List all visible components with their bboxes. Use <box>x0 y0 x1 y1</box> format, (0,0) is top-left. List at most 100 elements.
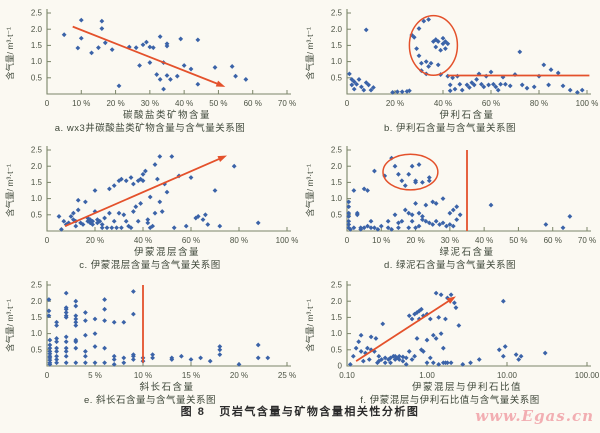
data-point <box>104 225 110 231</box>
data-point <box>54 353 59 359</box>
data-point <box>92 331 98 336</box>
data-point <box>346 204 352 210</box>
data-point <box>147 60 153 65</box>
data-point <box>518 353 524 359</box>
x-tick-label: 60 % <box>544 236 562 245</box>
data-point <box>161 86 166 92</box>
data-point <box>440 345 446 351</box>
data-point <box>346 210 352 216</box>
data-point <box>390 89 395 95</box>
subplot-e-chart: 0.5 1.0 1.5 2.0 2.5 0 5 % 10 % 15 % 20 % 25 % 含气量/ … <box>5 281 296 406</box>
data-point <box>433 336 439 341</box>
subplot-d-chart: 0.5 1.0 1.5 2.0 2.5 0 10 % 20 % 30 % 40 % 50 % 60 %… <box>305 146 596 271</box>
data-point <box>78 220 83 226</box>
data-point <box>402 207 408 213</box>
data-point <box>365 223 370 229</box>
data-point <box>396 353 402 359</box>
data-point <box>54 323 59 328</box>
x-tick-label: 40 % <box>434 99 452 108</box>
trend-arrow-head <box>217 155 227 163</box>
data-point <box>102 297 107 302</box>
subplot-a-chart: 0.5 1.0 1.5 2.0 2.5 0 10 % 20 % 30 % 40 % 50 % 60 %… <box>5 9 296 134</box>
data-point <box>119 225 124 231</box>
x-tick-label: 100 % <box>576 99 599 108</box>
axes: 0.5 1.0 1.5 2.0 2.5 0 20 % 40 % 60 % 80 % 100 % 含气量… <box>5 146 298 258</box>
data-point <box>95 220 100 226</box>
data-point <box>157 77 163 82</box>
data-point <box>567 87 573 93</box>
data-point <box>346 222 352 227</box>
axes: 0 0.5 1.0 1.5 2.0 2.5 0.10 1.00 10.00 100.00 含气量/ … <box>305 281 600 393</box>
data-point <box>502 344 508 349</box>
data-point <box>159 209 165 214</box>
data-point <box>133 204 139 210</box>
y-tick-label: 1.0 <box>31 194 43 203</box>
data-point <box>95 217 100 223</box>
data-point <box>150 45 156 51</box>
data-point <box>107 210 112 216</box>
y-tick-label: 1.5 <box>31 178 43 187</box>
annotations <box>72 25 226 87</box>
data-point <box>66 220 71 226</box>
y-tick-label: 1.5 <box>331 313 343 322</box>
data-point <box>188 66 194 72</box>
subplot-c-chart: 0.5 1.0 1.5 2.0 2.5 0 20 % 40 % 60 % 80 % 100 % 含气量… <box>5 146 298 271</box>
data-point <box>424 360 430 366</box>
x-tick-label: 60 % <box>182 236 200 245</box>
x-axis-title: 伊利石含量 <box>439 109 494 121</box>
y-axis-title: 含气量/ m³·t⁻¹ <box>5 299 15 352</box>
data-point <box>399 218 405 224</box>
data-point <box>351 225 357 231</box>
data-point <box>420 349 426 354</box>
x-tick-label: 0 <box>45 236 50 245</box>
data-point <box>420 214 425 219</box>
data-point <box>399 178 405 184</box>
annotations <box>64 155 227 227</box>
data-point <box>131 289 136 294</box>
data-point <box>402 183 408 189</box>
data-point <box>371 349 377 354</box>
data-point <box>358 226 364 232</box>
data-point <box>73 323 79 328</box>
data-point <box>368 218 374 224</box>
subplot-caption: f. 伊蒙混层与伊利石比值与含气量关系图 <box>360 394 539 406</box>
data-point <box>138 201 143 206</box>
data-point <box>231 163 237 169</box>
data-point <box>445 41 451 47</box>
y-tick-label: 0.5 <box>31 210 43 219</box>
highlight-ellipse <box>408 14 459 76</box>
data-point <box>365 345 370 351</box>
data-point <box>99 26 105 31</box>
data-point <box>456 323 462 328</box>
data-point <box>579 87 585 93</box>
data-point <box>212 188 218 193</box>
data-point <box>157 154 163 159</box>
data-point <box>440 196 446 201</box>
y-tick-label: 2.5 <box>31 9 43 18</box>
data-point <box>54 339 59 345</box>
data-point <box>73 313 79 319</box>
data-point <box>83 199 88 205</box>
x-tick-label: 10 % <box>72 99 90 108</box>
data-point <box>516 357 522 362</box>
x-tick-label: 20 % <box>86 236 104 245</box>
data-point <box>131 181 136 187</box>
y-tick-label: 1.0 <box>31 57 43 66</box>
x-tick-label: 10 % <box>372 236 390 245</box>
data-point <box>423 202 429 208</box>
data-point <box>181 63 187 68</box>
data-point <box>73 223 79 229</box>
x-tick-label: 0 <box>45 371 50 380</box>
data-point <box>496 347 502 353</box>
data-point <box>414 46 419 52</box>
y-tick-label: 0.5 <box>331 210 343 219</box>
x-tick-label: 10.00 <box>497 371 518 380</box>
data-point <box>447 222 453 227</box>
data-point <box>409 163 415 169</box>
data-point <box>517 49 523 55</box>
data-point <box>174 73 180 79</box>
data-point <box>116 210 122 216</box>
data-point <box>430 199 436 205</box>
x-axis-title: 伊蒙混层与伊利石比值 <box>412 381 522 393</box>
